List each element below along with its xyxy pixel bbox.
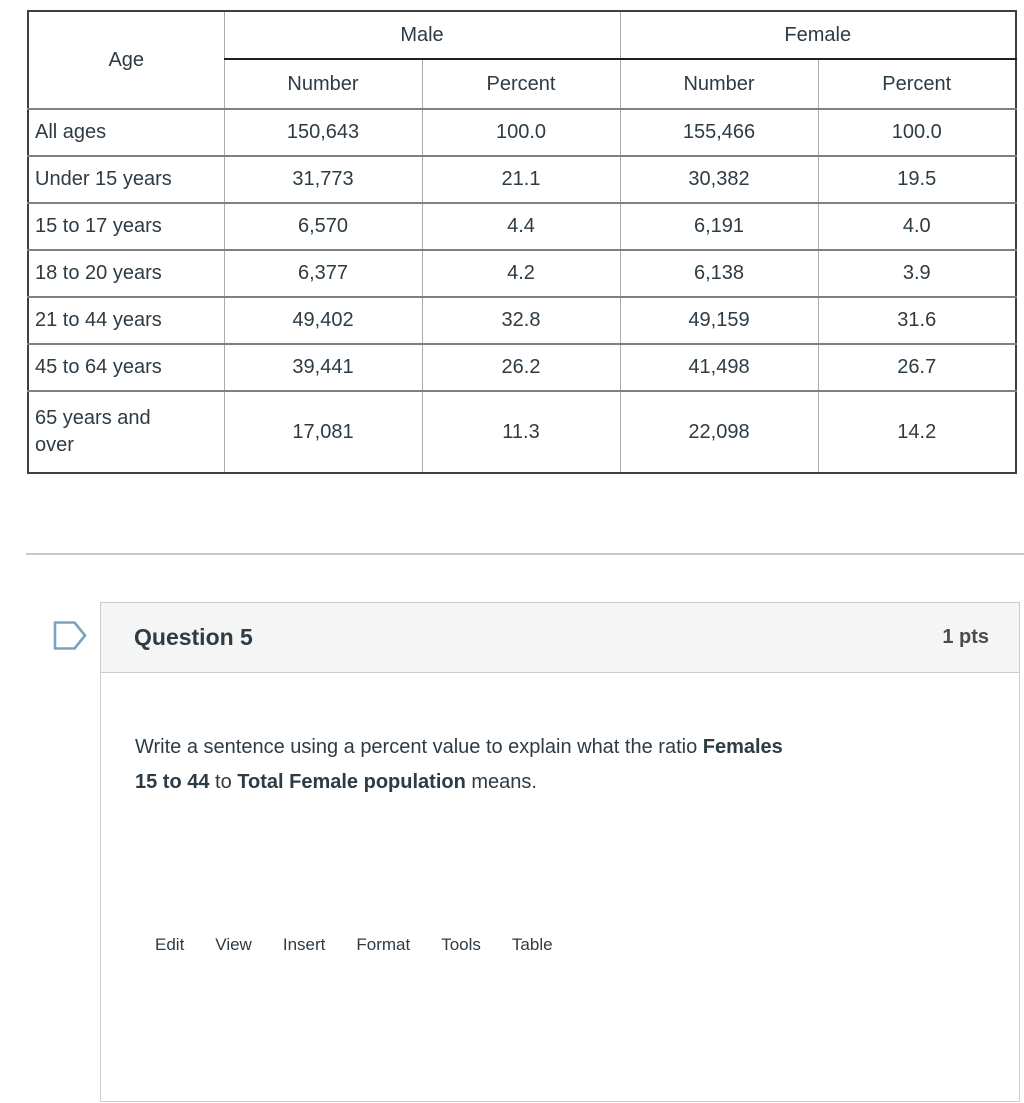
female-percent-cell: 19.5 <box>817 155 1017 204</box>
section-divider <box>26 553 1024 555</box>
table-row: 65 years and over 17,081 11.3 22,098 14.… <box>27 390 1017 474</box>
table-row: 45 to 64 years 39,441 26.2 41,498 26.7 <box>27 343 1017 392</box>
prompt-bold-total: Total Female population <box>237 771 466 793</box>
female-number-cell: 49,159 <box>619 296 819 345</box>
table-row: 18 to 20 years 6,377 4.2 6,138 3.9 <box>27 249 1017 298</box>
table-row: Under 15 years 31,773 21.1 30,382 19.5 <box>27 155 1017 204</box>
male-number-cell: 39,441 <box>223 343 423 392</box>
male-number-cell: 49,402 <box>223 296 423 345</box>
male-percent-cell: 11.3 <box>421 390 621 474</box>
age-cell: 45 to 64 years <box>27 343 225 392</box>
table-row: All ages 150,643 100.0 155,466 100.0 <box>27 108 1017 157</box>
female-number-cell: 41,498 <box>619 343 819 392</box>
female-number-cell: 6,138 <box>619 249 819 298</box>
male-number-cell: 17,081 <box>223 390 423 474</box>
question-body: Write a sentence using a percent value t… <box>101 673 1019 1103</box>
female-group-header: Female <box>619 10 1017 60</box>
prompt-text: Write a sentence using a percent value t… <box>135 736 703 758</box>
female-number-cell: 6,191 <box>619 202 819 251</box>
male-number-cell: 6,377 <box>223 249 423 298</box>
female-percent-cell: 3.9 <box>817 249 1017 298</box>
male-percent-cell: 32.8 <box>421 296 621 345</box>
table-row: 21 to 44 years 49,402 32.8 49,159 31.6 <box>27 296 1017 345</box>
age-column-header: Age <box>27 10 225 110</box>
male-percent-cell: 21.1 <box>421 155 621 204</box>
question-title: Question 5 <box>134 624 253 650</box>
male-percent-cell: 100.0 <box>421 108 621 157</box>
age-cell: Under 15 years <box>27 155 225 204</box>
female-percent-cell: 100.0 <box>817 108 1017 157</box>
male-group-header: Male <box>223 10 621 60</box>
prompt-bold-females: Females <box>702 736 783 758</box>
menu-edit[interactable]: Edit <box>155 935 185 954</box>
female-percent-cell: 26.7 <box>817 343 1017 392</box>
bookmark-flag-icon <box>53 621 87 650</box>
menu-table[interactable]: Table <box>511 935 553 954</box>
male-number-header: Number <box>223 58 423 110</box>
female-percent-cell: 31.6 <box>817 296 1017 345</box>
question-card: Question 5 1 pts Write a sentence using … <box>100 602 1020 1102</box>
menu-view[interactable]: View <box>215 935 252 954</box>
prompt-text: means. <box>465 771 537 793</box>
male-percent-cell: 26.2 <box>421 343 621 392</box>
age-cell: 65 years and over <box>27 390 225 474</box>
age-cell: 15 to 17 years <box>27 202 225 251</box>
female-number-cell: 30,382 <box>619 155 819 204</box>
male-number-cell: 31,773 <box>223 155 423 204</box>
male-percent-cell: 4.2 <box>421 249 621 298</box>
menu-format[interactable]: Format <box>356 935 411 954</box>
question-prompt: Write a sentence using a percent value t… <box>101 673 1019 800</box>
flag-question-button[interactable] <box>53 620 89 652</box>
female-percent-header: Percent <box>817 58 1017 110</box>
menu-tools[interactable]: Tools <box>441 935 481 954</box>
male-number-cell: 150,643 <box>223 108 423 157</box>
age-cell: All ages <box>27 108 225 157</box>
age-cell: 21 to 44 years <box>27 296 225 345</box>
female-percent-cell: 14.2 <box>817 390 1017 474</box>
male-number-cell: 6,570 <box>223 202 423 251</box>
population-table: Age Male Female Number Percent Number Pe… <box>27 10 1018 474</box>
female-percent-cell: 4.0 <box>817 202 1017 251</box>
table-row: 15 to 17 years 6,570 4.4 6,191 4.0 <box>27 202 1017 251</box>
female-number-cell: 22,098 <box>619 390 819 474</box>
question-header: Question 5 1 pts <box>101 603 1019 673</box>
prompt-text: to <box>209 771 238 793</box>
male-percent-header: Percent <box>421 58 621 110</box>
editor-menubar: Edit View Insert Format Tools Table <box>155 935 553 955</box>
female-number-cell: 155,466 <box>619 108 819 157</box>
question-points: 1 pts <box>942 626 989 648</box>
age-cell: 18 to 20 years <box>27 249 225 298</box>
male-percent-cell: 4.4 <box>421 202 621 251</box>
menu-insert[interactable]: Insert <box>282 935 326 954</box>
female-number-header: Number <box>619 58 819 110</box>
prompt-bold-range: 15 to 44 <box>135 771 210 793</box>
